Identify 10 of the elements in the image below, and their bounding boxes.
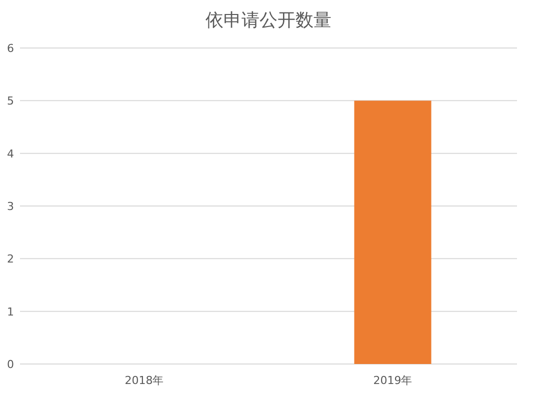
y-tick-label: 5	[7, 94, 14, 108]
chart-title: 依申请公开数量	[206, 10, 332, 31]
y-tick-label: 1	[7, 305, 14, 318]
y-tick-label: 6	[7, 42, 14, 55]
y-tick-label: 2	[7, 252, 14, 266]
x-tick-label: 2018年	[124, 374, 164, 387]
y-tick-label: 3	[7, 200, 14, 213]
y-tick-label: 4	[7, 147, 14, 160]
x-tick-label: 2019年	[373, 374, 412, 387]
y-tick-label: 0	[7, 358, 14, 371]
